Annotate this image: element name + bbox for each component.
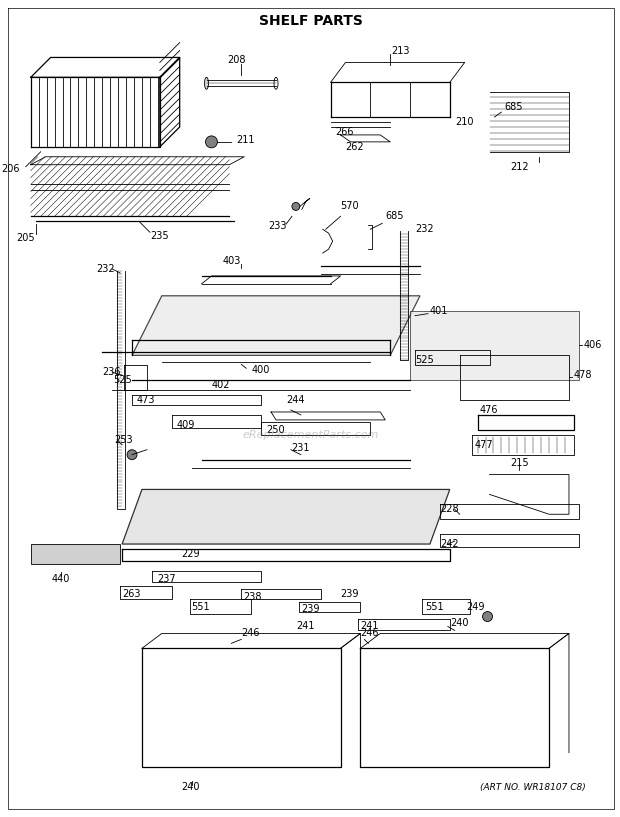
- Text: 401: 401: [430, 306, 448, 315]
- Text: 685: 685: [505, 102, 523, 112]
- Text: 239: 239: [340, 589, 359, 599]
- Text: 253: 253: [114, 435, 133, 444]
- Text: 403: 403: [222, 256, 241, 266]
- Text: 246: 246: [241, 628, 260, 638]
- Text: 525: 525: [113, 375, 131, 385]
- Text: 685: 685: [385, 212, 404, 221]
- Text: 236: 236: [102, 368, 121, 377]
- Text: 266: 266: [335, 127, 354, 137]
- Text: 263: 263: [122, 589, 141, 599]
- Text: 215: 215: [510, 458, 529, 467]
- Polygon shape: [31, 544, 120, 564]
- Text: 246: 246: [360, 628, 379, 638]
- Text: 210: 210: [454, 117, 473, 127]
- Text: 235: 235: [151, 231, 169, 241]
- Text: SHELF PARTS: SHELF PARTS: [259, 14, 363, 28]
- Text: 400: 400: [252, 365, 270, 375]
- Ellipse shape: [274, 78, 278, 89]
- Text: 551: 551: [192, 601, 210, 612]
- Text: 232: 232: [96, 264, 115, 274]
- Circle shape: [127, 449, 137, 460]
- Text: 478: 478: [574, 370, 593, 380]
- Text: 208: 208: [227, 56, 246, 65]
- Text: (ART NO. WR18107 C8): (ART NO. WR18107 C8): [480, 783, 585, 792]
- Polygon shape: [122, 489, 450, 544]
- Text: 477: 477: [475, 440, 494, 449]
- Polygon shape: [410, 310, 579, 380]
- Circle shape: [292, 203, 300, 211]
- Text: eReplacementParts.com: eReplacementParts.com: [242, 430, 379, 440]
- Text: 233: 233: [268, 221, 287, 231]
- Circle shape: [205, 136, 218, 148]
- Text: 249: 249: [467, 601, 485, 612]
- Text: 211: 211: [236, 135, 255, 145]
- Text: 244: 244: [286, 395, 304, 405]
- Text: 525: 525: [415, 355, 434, 365]
- Text: 440: 440: [51, 574, 69, 584]
- Text: 237: 237: [157, 574, 175, 584]
- Text: 232: 232: [415, 224, 433, 234]
- Ellipse shape: [205, 78, 208, 89]
- Text: 239: 239: [301, 604, 319, 614]
- Text: 406: 406: [584, 341, 602, 350]
- Text: 240: 240: [182, 783, 200, 792]
- Text: 231: 231: [291, 443, 310, 453]
- Text: 476: 476: [480, 405, 498, 415]
- Text: 229: 229: [182, 549, 200, 559]
- Text: 241: 241: [360, 622, 379, 632]
- Text: 205: 205: [17, 233, 35, 243]
- Text: 206: 206: [2, 163, 20, 174]
- Text: 241: 241: [296, 622, 314, 632]
- Text: 473: 473: [137, 395, 156, 405]
- Text: 240: 240: [450, 618, 468, 628]
- Text: 402: 402: [211, 380, 230, 391]
- Text: 242: 242: [440, 539, 458, 549]
- Text: 213: 213: [391, 46, 409, 56]
- Text: 238: 238: [243, 592, 262, 601]
- Circle shape: [482, 612, 492, 622]
- Text: 250: 250: [266, 425, 285, 435]
- Text: 570: 570: [340, 202, 359, 212]
- Text: 212: 212: [510, 162, 529, 172]
- Text: 228: 228: [440, 504, 458, 514]
- Text: 262: 262: [345, 142, 364, 152]
- Polygon shape: [132, 296, 420, 355]
- Text: 409: 409: [177, 420, 195, 430]
- Text: 551: 551: [425, 601, 443, 612]
